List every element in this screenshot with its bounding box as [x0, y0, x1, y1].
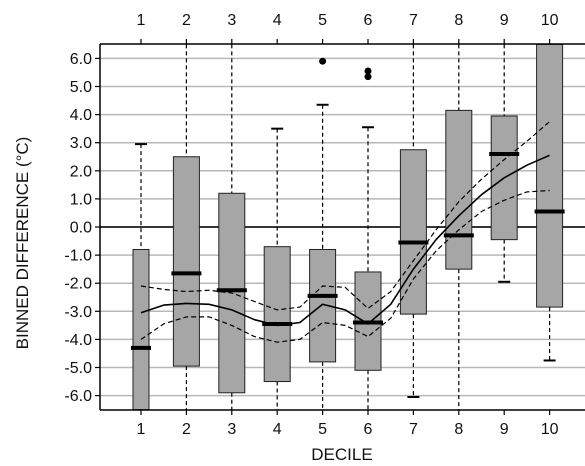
y-tick-label: -2.0 — [64, 276, 92, 293]
y-tick-label: 4.0 — [70, 107, 92, 124]
y-tick-label: 2.0 — [70, 163, 92, 180]
y-tick-label: 0.0 — [70, 220, 92, 237]
y-tick-label: -3.0 — [64, 304, 92, 321]
y-tick-label: -6.0 — [64, 388, 92, 405]
box-iqr — [445, 109, 473, 270]
outlier-point — [364, 67, 372, 75]
boxes — [131, 43, 565, 411]
x-tick-label-bottom: 7 — [409, 421, 418, 438]
fit-lines — [140, 121, 550, 343]
box-decile-4 — [262, 127, 293, 410]
box-decile-7 — [398, 44, 429, 399]
x-tick-label-bottom: 6 — [364, 421, 373, 438]
box-decile-8 — [443, 44, 474, 410]
x-tick-label-bottom: 1 — [137, 421, 146, 438]
x-tick-label-top: 4 — [273, 12, 282, 29]
x-tick-label-bottom: 3 — [227, 421, 236, 438]
y-tick-label: -1.0 — [64, 248, 92, 265]
box-iqr — [132, 248, 150, 411]
y-tick-label: -5.0 — [64, 360, 92, 377]
outlier-point — [364, 73, 372, 81]
box-decile-3 — [216, 44, 247, 410]
y-tick-label: 3.0 — [70, 135, 92, 152]
y-axis-title: BINNED DIFFERENCE (°C) — [13, 137, 32, 350]
box-decile-10 — [534, 43, 565, 362]
x-tick-label-top: 3 — [227, 12, 236, 29]
x-tick-label-bottom: 9 — [500, 421, 509, 438]
x-tick-label-top: 1 — [137, 12, 146, 29]
box-decile-6 — [353, 67, 383, 410]
box-iqr — [172, 156, 200, 367]
x-tick-label-bottom: 2 — [182, 421, 191, 438]
box-iqr — [536, 43, 564, 308]
x-tick-label-bottom: 5 — [318, 421, 327, 438]
y-tick-label: 1.0 — [70, 191, 92, 208]
box-decile-5 — [307, 57, 338, 410]
x-tick-label-top: 9 — [500, 12, 509, 29]
x-tick-label-bottom: 10 — [541, 421, 559, 438]
box-decile-2 — [171, 44, 202, 410]
x-tick-label-top: 7 — [409, 12, 418, 29]
box-decile-9 — [489, 44, 520, 283]
box-iqr — [263, 246, 291, 383]
box-iqr — [309, 248, 337, 363]
y-tick-label: 5.0 — [70, 79, 92, 96]
x-tick-label-bottom: 4 — [273, 421, 282, 438]
x-tick-label-bottom: 8 — [454, 421, 463, 438]
outlier-point — [319, 57, 327, 65]
x-tick-label-top: 2 — [182, 12, 191, 29]
box-iqr — [399, 149, 427, 315]
x-tick-label-top: 6 — [364, 12, 373, 29]
confidence-lower-line — [140, 189, 550, 343]
x-tick-label-top: 5 — [318, 12, 327, 29]
fit-line — [140, 154, 550, 327]
x-tick-label-top: 10 — [541, 12, 559, 29]
confidence-upper-line — [140, 121, 550, 311]
y-tick-label: -4.0 — [64, 332, 92, 349]
x-tick-label-top: 8 — [454, 12, 463, 29]
y-tick-label: 6.0 — [70, 51, 92, 68]
box-decile-1 — [131, 143, 151, 411]
tick-labels: 6.0 5.0 4.0 3.0 2.0 1.0 0.0 -1.0 -2.0 -3.0 -4.0 -5.… — [64, 12, 558, 438]
x-axis-title: DECILE — [311, 445, 372, 464]
